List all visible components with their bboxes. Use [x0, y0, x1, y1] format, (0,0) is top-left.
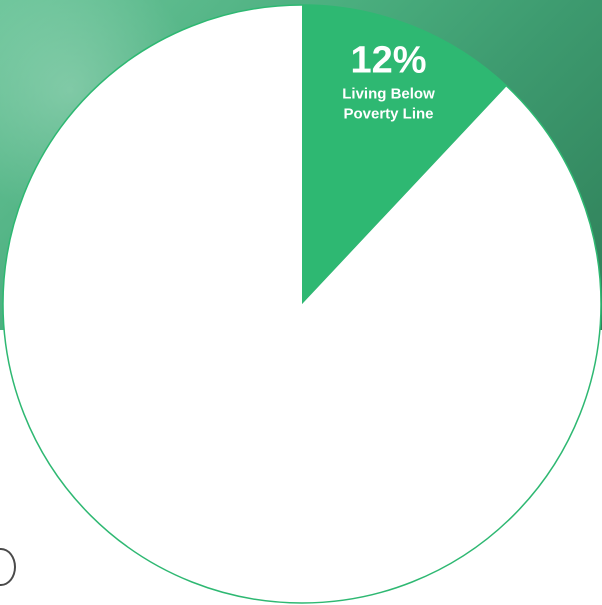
pie-slices: [2, 4, 602, 604]
slice-description-line: Poverty Line: [343, 106, 433, 123]
pie-labels: 12% Living Below Poverty Line: [342, 40, 435, 123]
slice-percent-label: 12%: [350, 40, 426, 82]
pie-slice-1: [3, 5, 602, 603]
pie-outline: [2, 4, 602, 604]
slice-description-line: Living Below: [342, 86, 435, 103]
pie-slice-0: [302, 5, 507, 304]
